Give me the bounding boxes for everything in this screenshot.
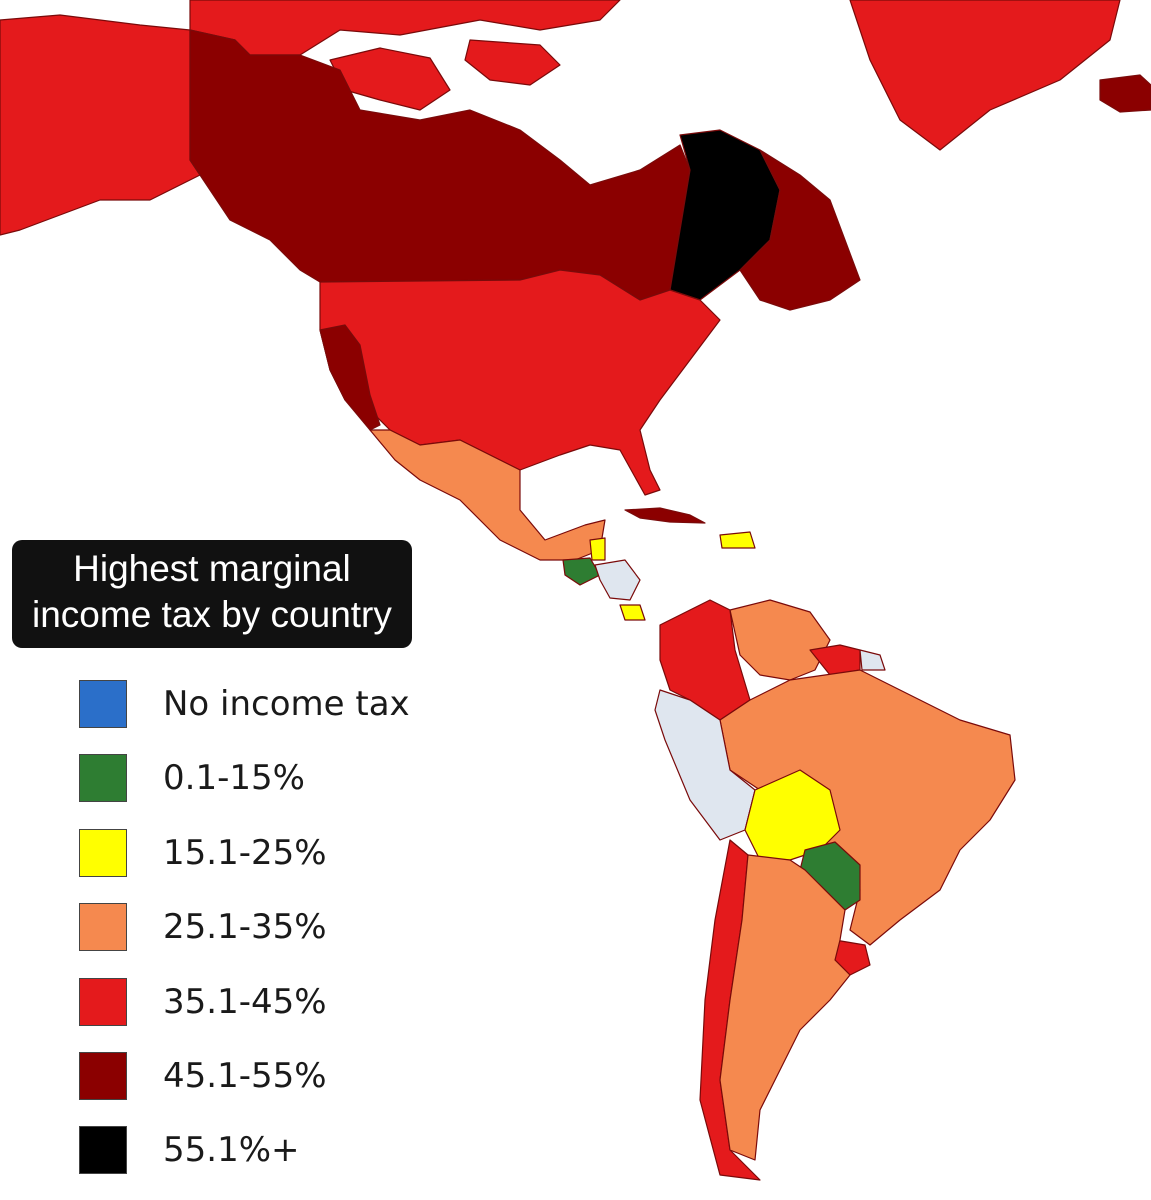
region-belize (589, 531, 756, 621)
legend-label: No income tax (163, 684, 410, 724)
legend-swatch (79, 978, 127, 1026)
region-mexico (369, 429, 606, 561)
region-california (319, 324, 381, 431)
legend-item-35-45: 35.1-45% (79, 978, 539, 1028)
legend-item-no-income-tax: No income tax (79, 680, 539, 730)
region-venezuela (729, 599, 831, 681)
region-guiana-other (859, 649, 886, 671)
region-alaska (0, 14, 201, 236)
legend-swatch (79, 754, 127, 802)
legend-swatch (79, 680, 127, 728)
legend-label: 55.1%+ (163, 1130, 300, 1170)
region-atlantic-canada (739, 149, 861, 311)
legend-label: 35.1-45% (163, 982, 327, 1022)
map-title: Highest marginal income tax by country (12, 540, 412, 648)
legend-label: 25.1-35% (163, 907, 327, 947)
region-cuba (624, 507, 706, 524)
legend-swatch (79, 829, 127, 877)
map-title-line-2: income tax by country (32, 594, 392, 635)
legend-label: 45.1-55% (163, 1056, 327, 1096)
region-suriname (809, 644, 861, 676)
region-greenland (849, 0, 1121, 151)
region-central-america-other (594, 559, 641, 601)
map-title-line-1: Highest marginal (73, 548, 351, 589)
legend-swatch (79, 1052, 127, 1100)
legend-item-45-55: 45.1-55% (79, 1052, 539, 1102)
legend-label: 15.1-25% (163, 833, 327, 873)
legend-swatch (79, 1126, 127, 1174)
region-argentina (719, 854, 851, 1161)
legend-label: 0.1-15% (163, 758, 305, 798)
region-iceland (1099, 74, 1151, 113)
legend-swatch (79, 903, 127, 951)
legend-item-0-15: 0.1-15% (79, 754, 539, 804)
legend-item-55-plus: 55.1%+ (79, 1126, 539, 1176)
legend-item-15-25: 15.1-25% (79, 829, 539, 879)
region-guatemala (562, 557, 601, 586)
legend-item-25-35: 25.1-35% (79, 903, 539, 953)
